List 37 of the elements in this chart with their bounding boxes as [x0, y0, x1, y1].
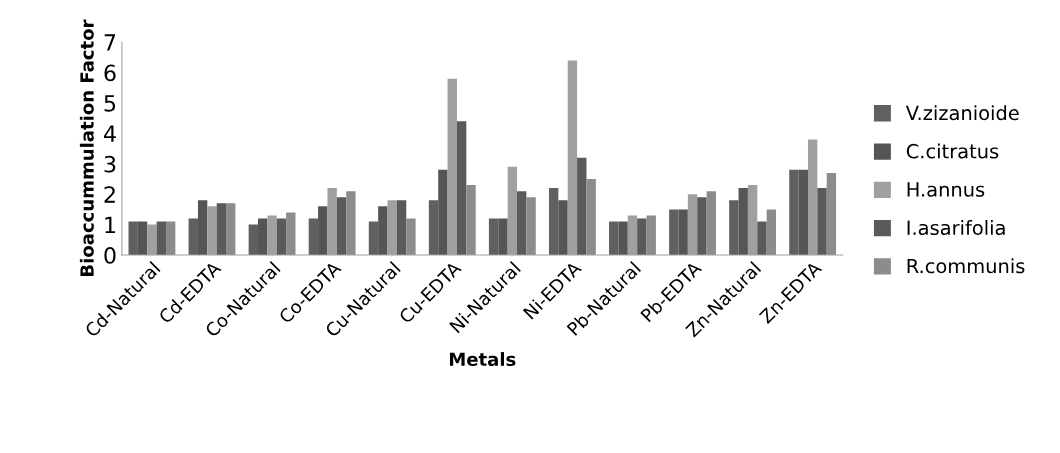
legend-label: R.communis: [907, 258, 1025, 274]
bar: [646, 215, 656, 256]
bar: [706, 191, 716, 256]
legend-label: I.asarifolia: [907, 220, 1005, 236]
bar: [757, 221, 767, 256]
bar: [286, 212, 296, 256]
y-tick-label: 5: [104, 95, 116, 112]
bar: [226, 203, 236, 256]
bar: [216, 203, 227, 256]
y-tick-label: 7: [104, 34, 116, 51]
bar: [156, 221, 166, 256]
legend-label: V.zizanioide: [905, 105, 1019, 121]
bar: [517, 191, 527, 256]
bar: [406, 218, 416, 256]
x-axis-title: Metals: [449, 352, 516, 367]
bar: [766, 209, 777, 256]
y-tick-label: 1: [105, 216, 115, 234]
bar: [637, 218, 647, 256]
bar: [526, 197, 536, 256]
y-tick-label: 6: [104, 64, 116, 82]
y-tick-label: 4: [103, 125, 116, 142]
bar: [276, 218, 287, 256]
bar: [165, 221, 176, 256]
bar: [577, 157, 587, 256]
bar: [456, 121, 467, 256]
bar: [396, 200, 407, 256]
y-tick-label: 3: [104, 155, 116, 173]
bar: [697, 197, 707, 256]
bar: [466, 185, 476, 256]
y-tick-label: 2: [104, 186, 115, 203]
bar: [826, 172, 837, 256]
bar: [346, 191, 356, 256]
legend-label: C.citratus: [906, 143, 999, 159]
legend-label: H.annus: [907, 182, 985, 197]
bar: [336, 197, 347, 256]
bar: [586, 179, 596, 256]
bar: [817, 188, 827, 256]
